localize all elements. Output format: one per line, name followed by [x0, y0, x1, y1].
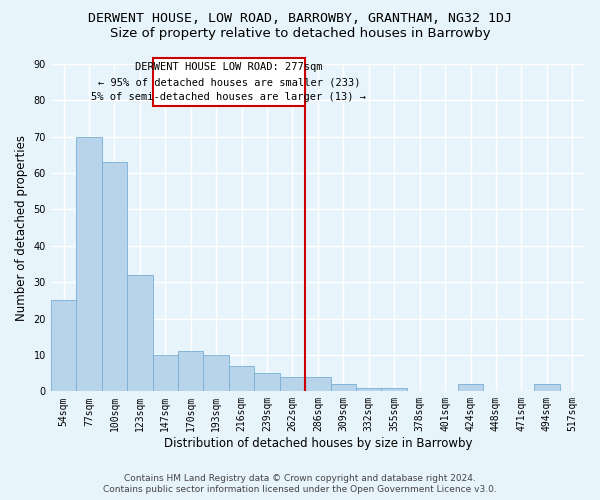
Bar: [152, 58, 305, 106]
Bar: [254, 373, 280, 392]
Text: Contains HM Land Registry data © Crown copyright and database right 2024.
Contai: Contains HM Land Registry data © Crown c…: [103, 474, 497, 494]
Y-axis label: Number of detached properties: Number of detached properties: [15, 134, 28, 320]
Bar: [203, 355, 229, 392]
Text: DERWENT HOUSE, LOW ROAD, BARROWBY, GRANTHAM, NG32 1DJ: DERWENT HOUSE, LOW ROAD, BARROWBY, GRANT…: [88, 12, 512, 26]
X-axis label: Distribution of detached houses by size in Barrowby: Distribution of detached houses by size …: [164, 437, 472, 450]
Bar: [382, 388, 407, 392]
Text: ← 95% of detached houses are smaller (233): ← 95% of detached houses are smaller (23…: [98, 77, 360, 87]
Bar: [305, 377, 331, 392]
Text: 5% of semi-detached houses are larger (13) →: 5% of semi-detached houses are larger (1…: [91, 92, 367, 102]
Bar: [356, 388, 382, 392]
Bar: [101, 162, 127, 392]
Bar: [229, 366, 254, 392]
Bar: [76, 136, 101, 392]
Bar: [127, 275, 152, 392]
Bar: [458, 384, 483, 392]
Bar: [178, 352, 203, 392]
Bar: [280, 377, 305, 392]
Bar: [331, 384, 356, 392]
Bar: [152, 355, 178, 392]
Text: Size of property relative to detached houses in Barrowby: Size of property relative to detached ho…: [110, 28, 490, 40]
Bar: [51, 300, 76, 392]
Text: DERWENT HOUSE LOW ROAD: 277sqm: DERWENT HOUSE LOW ROAD: 277sqm: [135, 62, 323, 72]
Bar: [534, 384, 560, 392]
